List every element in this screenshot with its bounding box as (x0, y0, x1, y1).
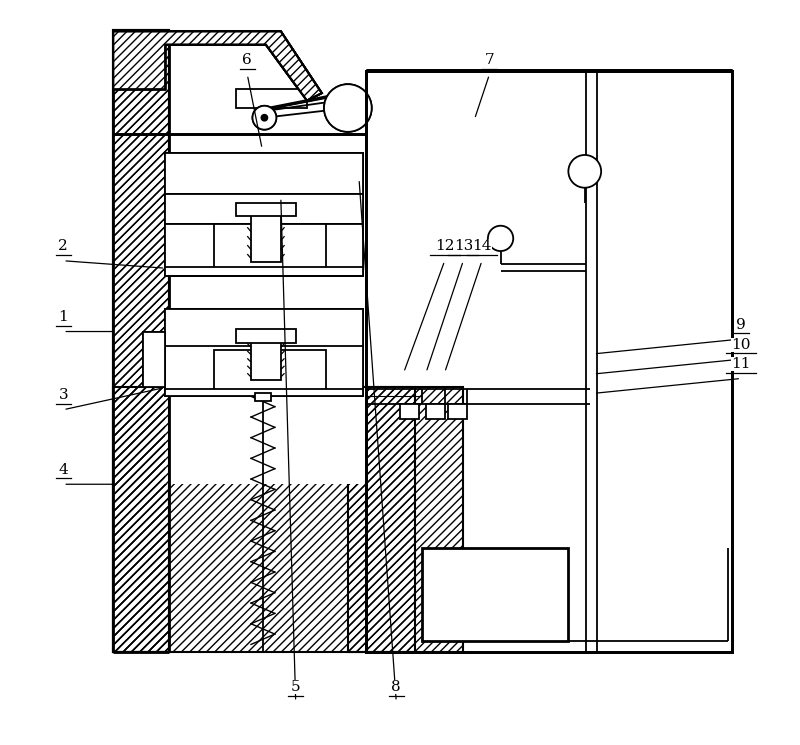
Bar (166, 346, 362, 391)
Bar (218, 153, 348, 224)
Bar (214, 224, 326, 268)
Bar (214, 350, 326, 391)
Bar (326, 224, 362, 264)
Bar (166, 267, 362, 276)
Text: 10: 10 (731, 337, 751, 352)
Text: 3: 3 (58, 388, 68, 402)
Circle shape (568, 155, 601, 188)
Circle shape (488, 226, 514, 251)
Text: 14: 14 (472, 239, 492, 253)
Bar (326, 224, 362, 264)
Text: 6: 6 (242, 53, 252, 67)
Bar (251, 209, 281, 262)
Text: 5: 5 (291, 680, 301, 694)
Text: 9: 9 (736, 317, 746, 332)
Bar (166, 224, 214, 264)
Text: 1: 1 (58, 310, 68, 324)
Bar (236, 203, 296, 216)
Bar (166, 224, 214, 264)
Bar (166, 309, 214, 350)
Bar (303, 309, 348, 350)
Bar (166, 153, 270, 194)
Bar (296, 194, 362, 224)
Bar (166, 346, 262, 391)
Bar (166, 346, 262, 391)
Bar (236, 89, 307, 108)
Bar (166, 153, 362, 194)
Bar (214, 224, 326, 268)
Bar (166, 153, 362, 224)
Polygon shape (113, 31, 322, 101)
Bar (303, 309, 348, 350)
Bar (292, 153, 362, 194)
Bar (143, 332, 166, 387)
Bar (166, 389, 362, 396)
Bar (166, 309, 214, 350)
Bar (426, 404, 445, 419)
Bar (400, 404, 418, 419)
Circle shape (262, 115, 267, 121)
Bar (166, 309, 362, 350)
Bar (236, 203, 296, 216)
Bar (166, 267, 362, 276)
Bar (292, 153, 362, 194)
Text: 2: 2 (58, 239, 68, 253)
Bar (251, 335, 281, 380)
Bar (274, 346, 362, 391)
Text: 4: 4 (58, 463, 68, 477)
Bar (449, 404, 467, 419)
Bar (166, 153, 362, 194)
Bar (113, 387, 463, 652)
Polygon shape (113, 31, 322, 101)
Bar (166, 309, 362, 350)
Bar (251, 209, 281, 262)
Bar (422, 548, 568, 641)
Text: 13: 13 (454, 239, 473, 253)
Bar (166, 194, 218, 224)
Bar (274, 346, 362, 391)
Bar (251, 335, 281, 380)
Bar (236, 329, 296, 343)
Text: 8: 8 (391, 680, 401, 694)
Bar (113, 30, 169, 652)
Bar (166, 153, 270, 194)
Bar (254, 393, 271, 401)
Bar (166, 194, 362, 224)
Bar (236, 329, 296, 343)
Bar (214, 350, 326, 391)
Bar (166, 389, 362, 396)
Bar (166, 261, 362, 268)
Circle shape (324, 84, 372, 132)
Bar (143, 332, 166, 387)
Bar (296, 194, 362, 224)
Text: 11: 11 (731, 357, 751, 371)
Bar (366, 71, 731, 652)
Circle shape (324, 84, 372, 132)
Bar (166, 257, 362, 264)
Text: 7: 7 (485, 53, 494, 67)
Bar (366, 71, 731, 652)
Circle shape (253, 106, 276, 130)
Circle shape (262, 115, 267, 121)
Text: 12: 12 (435, 239, 454, 253)
Bar (166, 224, 362, 268)
Bar (166, 346, 362, 391)
Bar (166, 220, 362, 227)
Bar (113, 30, 169, 652)
Bar (348, 387, 415, 652)
Circle shape (253, 106, 276, 130)
Bar (166, 391, 366, 484)
Bar (166, 194, 218, 224)
